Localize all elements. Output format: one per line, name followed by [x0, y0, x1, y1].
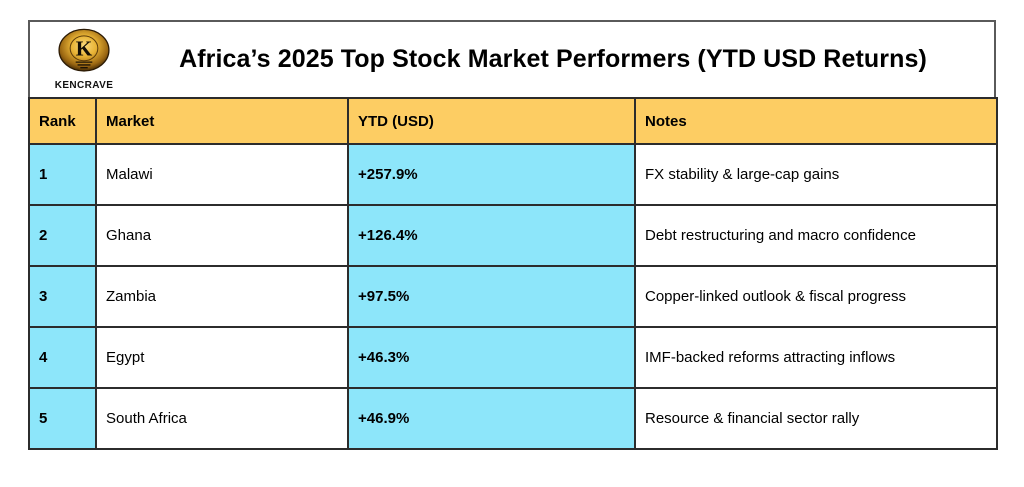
- table-frame: K KENCRAVE Africa’s 2025 Top Stock Marke…: [28, 20, 998, 450]
- performance-table: Rank Market YTD (USD) Notes 1 Malawi +25…: [28, 97, 998, 450]
- table-row: 4 Egypt +46.3% IMF-backed reforms attrac…: [28, 326, 998, 389]
- rank-cell: 1: [28, 143, 97, 206]
- notes-cell: Resource & financial sector rally: [634, 387, 998, 450]
- title-bar: K KENCRAVE Africa’s 2025 Top Stock Marke…: [28, 20, 996, 97]
- column-header-ytd: YTD (USD): [347, 97, 636, 145]
- table-row: 5 South Africa +46.9% Resource & financi…: [28, 387, 998, 450]
- rank-cell: 3: [28, 265, 97, 328]
- market-cell: South Africa: [95, 387, 349, 450]
- ytd-cell: +257.9%: [347, 143, 636, 206]
- page-title: Africa’s 2025 Top Stock Market Performer…: [179, 45, 927, 73]
- ytd-cell: +46.9%: [347, 387, 636, 450]
- table-row: 3 Zambia +97.5% Copper-linked outlook & …: [28, 265, 998, 328]
- brand-name: KENCRAVE: [54, 80, 114, 91]
- market-cell: Egypt: [95, 326, 349, 389]
- column-header-notes: Notes: [634, 97, 998, 145]
- notes-cell: Debt restructuring and macro confidence: [634, 204, 998, 267]
- market-cell: Malawi: [95, 143, 349, 206]
- column-header-rank: Rank: [28, 97, 97, 145]
- table-row: 1 Malawi +257.9% FX stability & large-ca…: [28, 143, 998, 206]
- kencrave-logo: K KENCRAVE: [46, 28, 122, 91]
- kencrave-logo-icon: K: [56, 28, 112, 80]
- market-cell: Ghana: [95, 204, 349, 267]
- notes-cell: FX stability & large-cap gains: [634, 143, 998, 206]
- svg-text:K: K: [76, 37, 93, 61]
- table-header-row: Rank Market YTD (USD) Notes: [28, 97, 998, 145]
- rank-cell: 4: [28, 326, 97, 389]
- rank-cell: 2: [28, 204, 97, 267]
- ytd-cell: +46.3%: [347, 326, 636, 389]
- notes-cell: IMF-backed reforms attracting inflows: [634, 326, 998, 389]
- table-body: 1 Malawi +257.9% FX stability & large-ca…: [28, 143, 998, 450]
- table-row: 2 Ghana +126.4% Debt restructuring and m…: [28, 204, 998, 267]
- ytd-cell: +97.5%: [347, 265, 636, 328]
- column-header-market: Market: [95, 97, 349, 145]
- market-cell: Zambia: [95, 265, 349, 328]
- ytd-cell: +126.4%: [347, 204, 636, 267]
- notes-cell: Copper-linked outlook & fiscal progress: [634, 265, 998, 328]
- rank-cell: 5: [28, 387, 97, 450]
